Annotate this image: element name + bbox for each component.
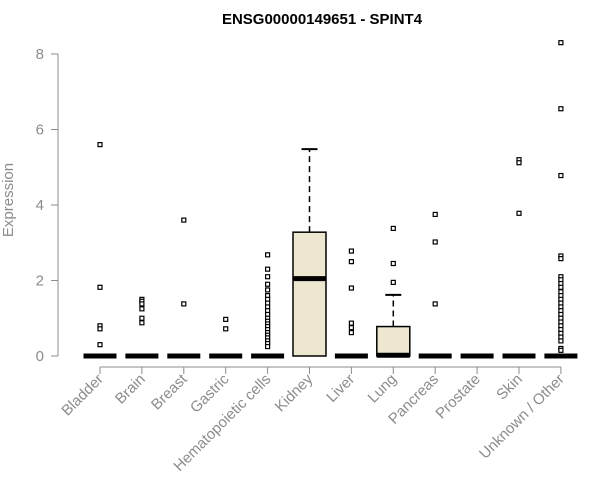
- y-axis: 0 2 4 6 8: [36, 46, 59, 365]
- box-hematopoietic-cells: [251, 252, 285, 359]
- box-iqr: [376, 325, 411, 357]
- outlier-point: [348, 320, 354, 326]
- box-lung: [376, 225, 411, 358]
- outlier-point: [97, 326, 103, 332]
- outlier-point: [139, 301, 145, 307]
- outlier-point: [223, 326, 229, 332]
- outlier-point: [390, 260, 396, 267]
- box-iqr: [292, 231, 327, 357]
- outlier-point: [139, 320, 145, 326]
- x-tick-label: Brain: [112, 371, 149, 408]
- outlier-point: [390, 225, 396, 232]
- outlier-point: [558, 256, 564, 262]
- outlier-point: [558, 347, 564, 353]
- outlier-point: [348, 285, 354, 291]
- outlier-point: [432, 211, 438, 218]
- outlier-point: [516, 210, 522, 216]
- outlier-point: [265, 343, 271, 350]
- outlier-point: [265, 281, 271, 287]
- outlier-point: [139, 315, 145, 321]
- outlier-point: [97, 342, 103, 348]
- box-skin: [502, 157, 536, 359]
- y-tick-label: 4: [36, 197, 44, 214]
- chart-title: ENSG00000149651 - SPINT4: [222, 11, 423, 28]
- outlier-point: [265, 266, 271, 272]
- x-tick-label: Skin: [493, 371, 526, 404]
- y-tick-label: 2: [36, 273, 44, 290]
- outlier-point: [558, 338, 564, 344]
- x-tick-label: Prostate: [432, 371, 484, 423]
- box-breast: [167, 217, 201, 359]
- y-tick-label: 6: [36, 122, 44, 139]
- boxes-group: [83, 40, 578, 359]
- box-pancreas: [418, 211, 452, 359]
- x-tick-label: Bladder: [58, 371, 107, 420]
- outlier-point: [516, 160, 522, 166]
- x-tick-label: Liver: [323, 371, 358, 406]
- box-gastric: [209, 316, 243, 359]
- outlier-point: [265, 252, 271, 258]
- x-tick-label: Breast: [148, 370, 191, 413]
- box-bladder: [83, 142, 117, 359]
- y-tick-label: 8: [36, 46, 44, 63]
- outlier-point: [139, 306, 145, 312]
- outlier-point: [265, 274, 271, 280]
- x-tick-label: Kidney: [272, 370, 317, 415]
- outlier-point: [223, 316, 229, 322]
- outlier-point: [181, 301, 187, 307]
- outlier-point: [97, 284, 103, 290]
- outlier-point: [181, 217, 187, 223]
- outlier-point: [558, 106, 564, 112]
- outlier-point: [348, 329, 354, 336]
- outlier-point: [558, 40, 564, 46]
- y-tick-label: 0: [36, 348, 44, 365]
- outlier-point: [97, 142, 103, 148]
- box-brain: [125, 296, 159, 359]
- box-unknown-other: [544, 40, 578, 359]
- outlier-point: [432, 239, 438, 245]
- outlier-point: [558, 172, 564, 179]
- outlier-point: [390, 279, 396, 285]
- box-liver: [334, 248, 368, 359]
- outlier-point: [265, 287, 271, 293]
- outlier-point: [348, 325, 354, 331]
- box-kidney: [292, 148, 327, 357]
- x-tick-label: Lung: [365, 371, 401, 407]
- outlier-point: [432, 301, 438, 307]
- outlier-point: [348, 259, 354, 265]
- outlier-point: [558, 284, 564, 290]
- outlier-point: [348, 248, 354, 254]
- y-axis-label: Expression: [0, 163, 17, 237]
